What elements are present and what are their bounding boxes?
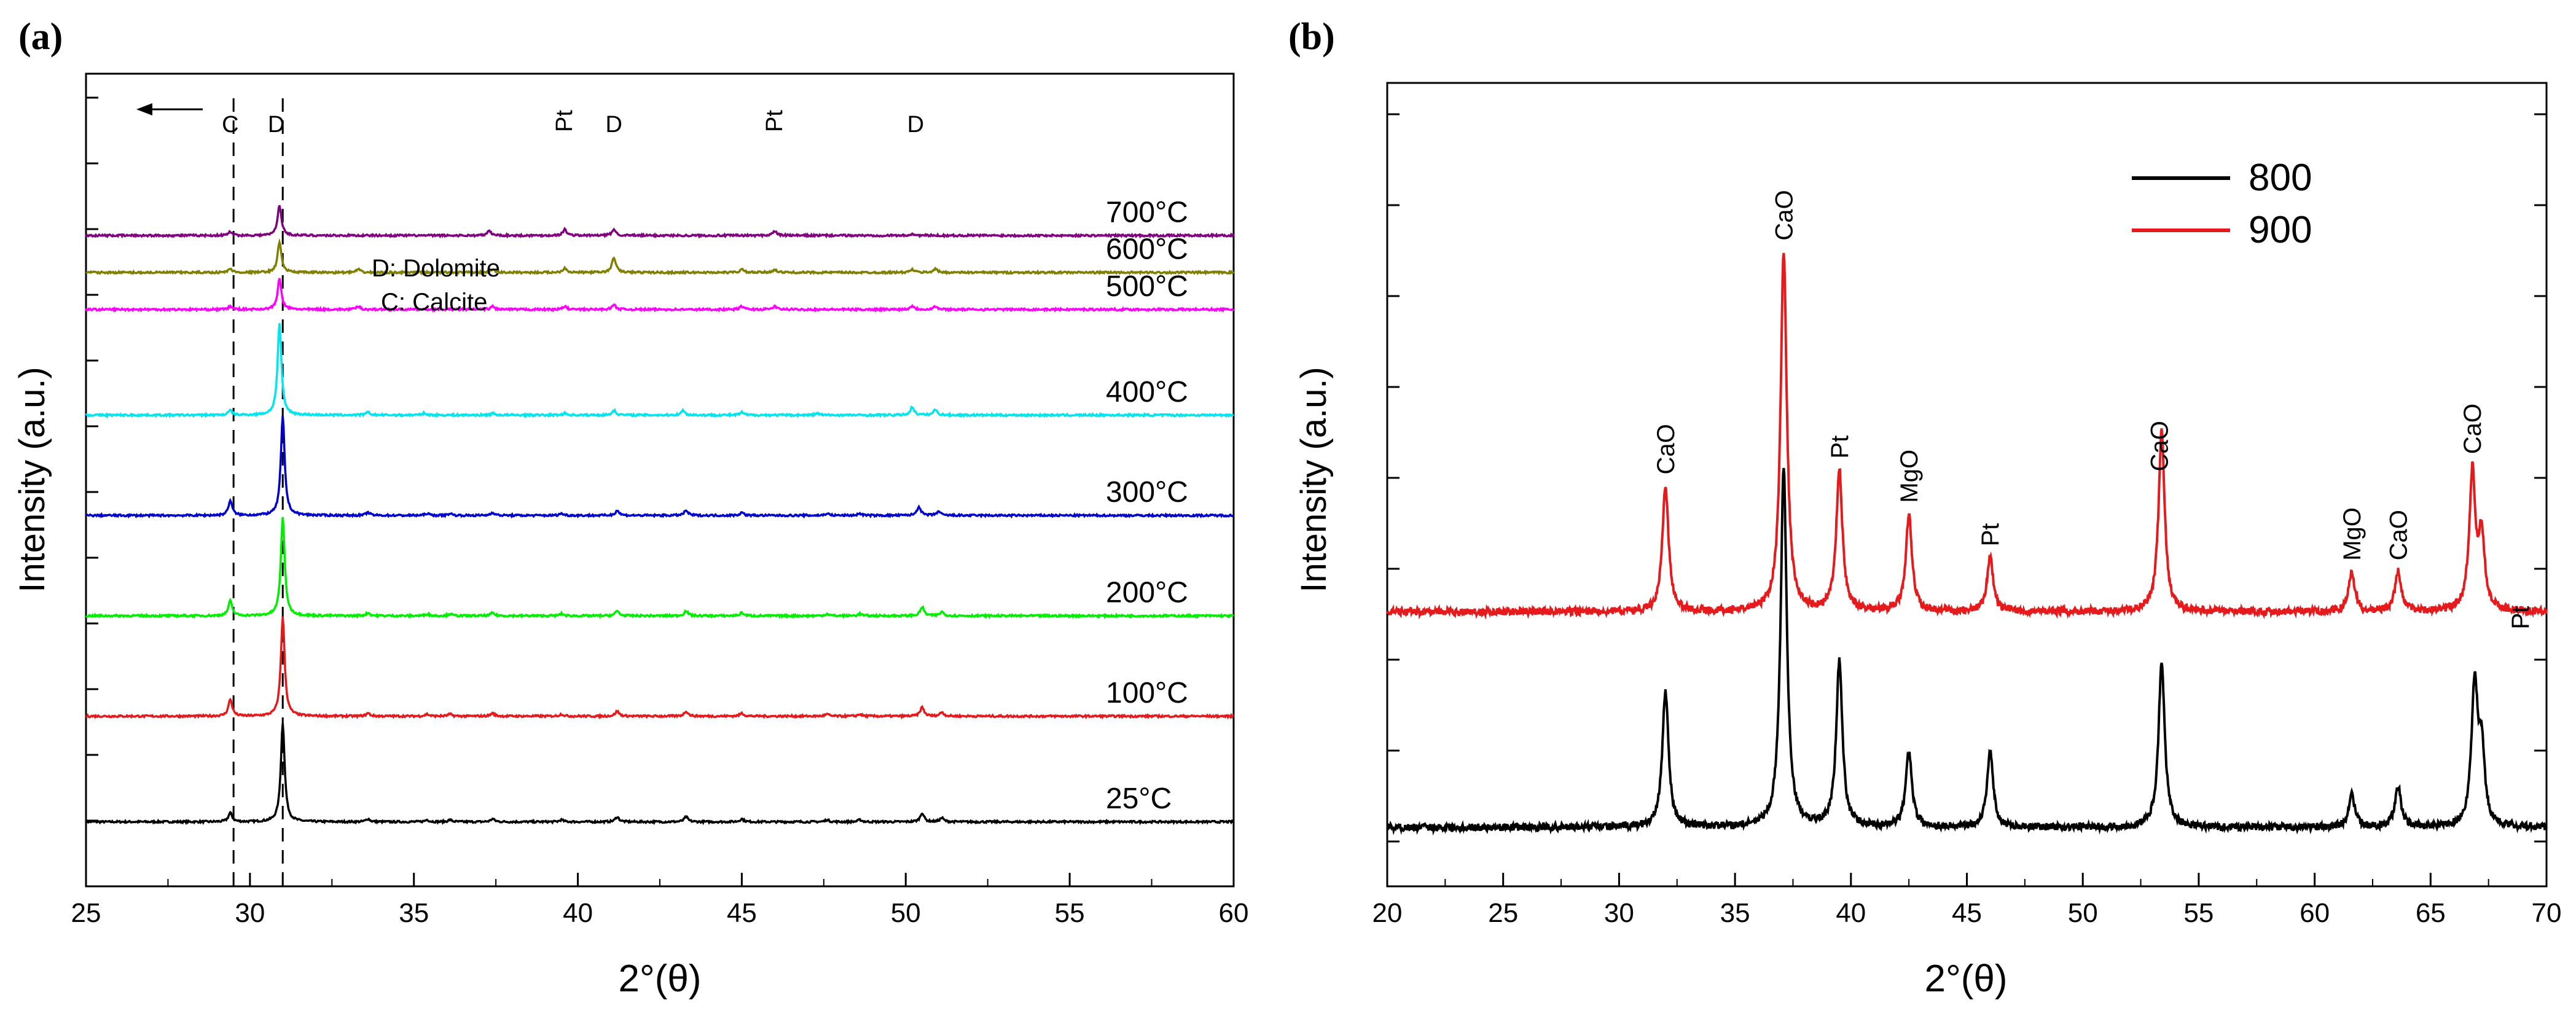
a-series-label: 300°C: [1106, 476, 1188, 509]
b-xtick-label: 60: [2300, 898, 2330, 928]
b-xtick-label: 50: [2068, 898, 2098, 928]
b-peak-label: Pt: [2507, 606, 2534, 630]
panel-a-xlabel: 2°(θ): [618, 958, 701, 1000]
a-series-line: [85, 238, 1235, 276]
a-peak-label: Pt: [762, 110, 788, 132]
panel-a-series-group: [85, 205, 1235, 826]
b-xtick-label: 65: [2416, 898, 2446, 928]
b-series-line: [1386, 467, 2548, 836]
b-peak-label: CaO: [2459, 404, 2486, 454]
panel-b-ylabel: Intensity (a.u.): [1294, 367, 1334, 592]
b-peak-label: CaO: [1771, 190, 1798, 240]
a-series-line: [85, 205, 1235, 239]
a-xtick-label: 25: [71, 898, 101, 928]
b-xtick-label: 35: [1720, 898, 1750, 928]
b-legend-label: 900: [2249, 209, 2312, 251]
b-peak-label: Pt: [1977, 523, 2004, 547]
b-peak-label: MgO: [2339, 507, 2366, 561]
b-xtick-label: 45: [1952, 898, 1982, 928]
b-xtick-label: 20: [1372, 898, 1403, 928]
a-xtick-label: 30: [235, 898, 265, 928]
a-peak-label: C: [222, 112, 238, 138]
a-xtick-label: 50: [891, 898, 921, 928]
a-xtick-label: 45: [727, 898, 757, 928]
a-series-label: 600°C: [1106, 233, 1188, 266]
panel-b: (b) 20 25 30 35 40 45 50 55 60 65 70 CaO CaO Pt MgO Pt…: [1288, 16, 2561, 1000]
b-peak-label: Pt: [1826, 435, 1854, 459]
b-xtick-label: 25: [1488, 898, 1518, 928]
a-series-label: 25°C: [1106, 783, 1172, 815]
a-peak-label: D: [907, 112, 924, 138]
a-series-line: [85, 323, 1234, 419]
panel-b-labels-group: CaO CaO Pt MgO Pt CaO MgO CaO CaO Pt: [1653, 190, 2534, 629]
panel-b-letter: (b): [1288, 16, 1335, 58]
b-peak-label: MgO: [1896, 450, 1923, 503]
b-peak-label: CaO: [2385, 510, 2412, 560]
b-xtick-label: 55: [2183, 898, 2214, 928]
panel-a-labels-group: 25°C 100°C 200°C 300°C 400°C 500°C 600°C 700°C C…: [222, 110, 1188, 815]
panel-b-series-group: [1386, 252, 2548, 836]
b-legend-label: 800: [2249, 157, 2312, 199]
a-series-line: [85, 517, 1234, 620]
a-xtick-label: 55: [1055, 898, 1085, 928]
panel-a-legend-calcite: C: Calcite: [381, 289, 487, 316]
a-peak-label: D: [606, 112, 622, 138]
a-peak-label: Pt: [552, 110, 577, 132]
b-series-line: [1386, 252, 2548, 620]
panel-a-frame: [85, 72, 1235, 888]
a-series-label: 400°C: [1106, 376, 1188, 408]
panel-a-ylabel: Intensity (a.u.): [12, 367, 52, 592]
a-series-label: 100°C: [1106, 677, 1188, 709]
b-xtick-label: 70: [2532, 898, 2562, 928]
a-peak-label: D: [268, 112, 284, 138]
a-xtick-label: 35: [399, 898, 429, 928]
a-series-label: 200°C: [1106, 577, 1188, 609]
a-series-line: [85, 723, 1234, 826]
a-xtick-label: 60: [1219, 898, 1249, 928]
b-peak-label: CaO: [2147, 421, 2174, 471]
a-series-line: [85, 415, 1234, 519]
b-peak-label: CaO: [1653, 424, 1680, 474]
panel-b-xlabel: 2°(θ): [1924, 958, 2007, 1000]
b-xtick-label: 40: [1836, 898, 1866, 928]
a-xtick-label: 40: [563, 898, 593, 928]
a-series-label: 500°C: [1106, 270, 1188, 303]
panel-b-frame: [1386, 82, 2548, 888]
panel-a-letter: (a): [18, 16, 63, 58]
a-series-line: [85, 616, 1235, 720]
b-xtick-label: 30: [1604, 898, 1634, 928]
a-series-label: 700°C: [1106, 196, 1188, 228]
panel-a: (a) 25 30 35 40 45 50 55 60 25°C 100°C 200°C 300°C…: [12, 16, 1248, 1000]
panel-a-arrow: [136, 103, 203, 115]
panel-a-legend-dolomite: D: Dolomite: [372, 255, 500, 282]
panel-a-reference-lines: [232, 98, 284, 886]
panel-a-axis-ticks: 25 30 35 40 45 50 55 60: [71, 96, 1249, 928]
panel-b-axis-ticks: 20 25 30 35 40 45 50 55 60 65 70: [1372, 113, 2562, 928]
a-series-line: [85, 278, 1235, 313]
